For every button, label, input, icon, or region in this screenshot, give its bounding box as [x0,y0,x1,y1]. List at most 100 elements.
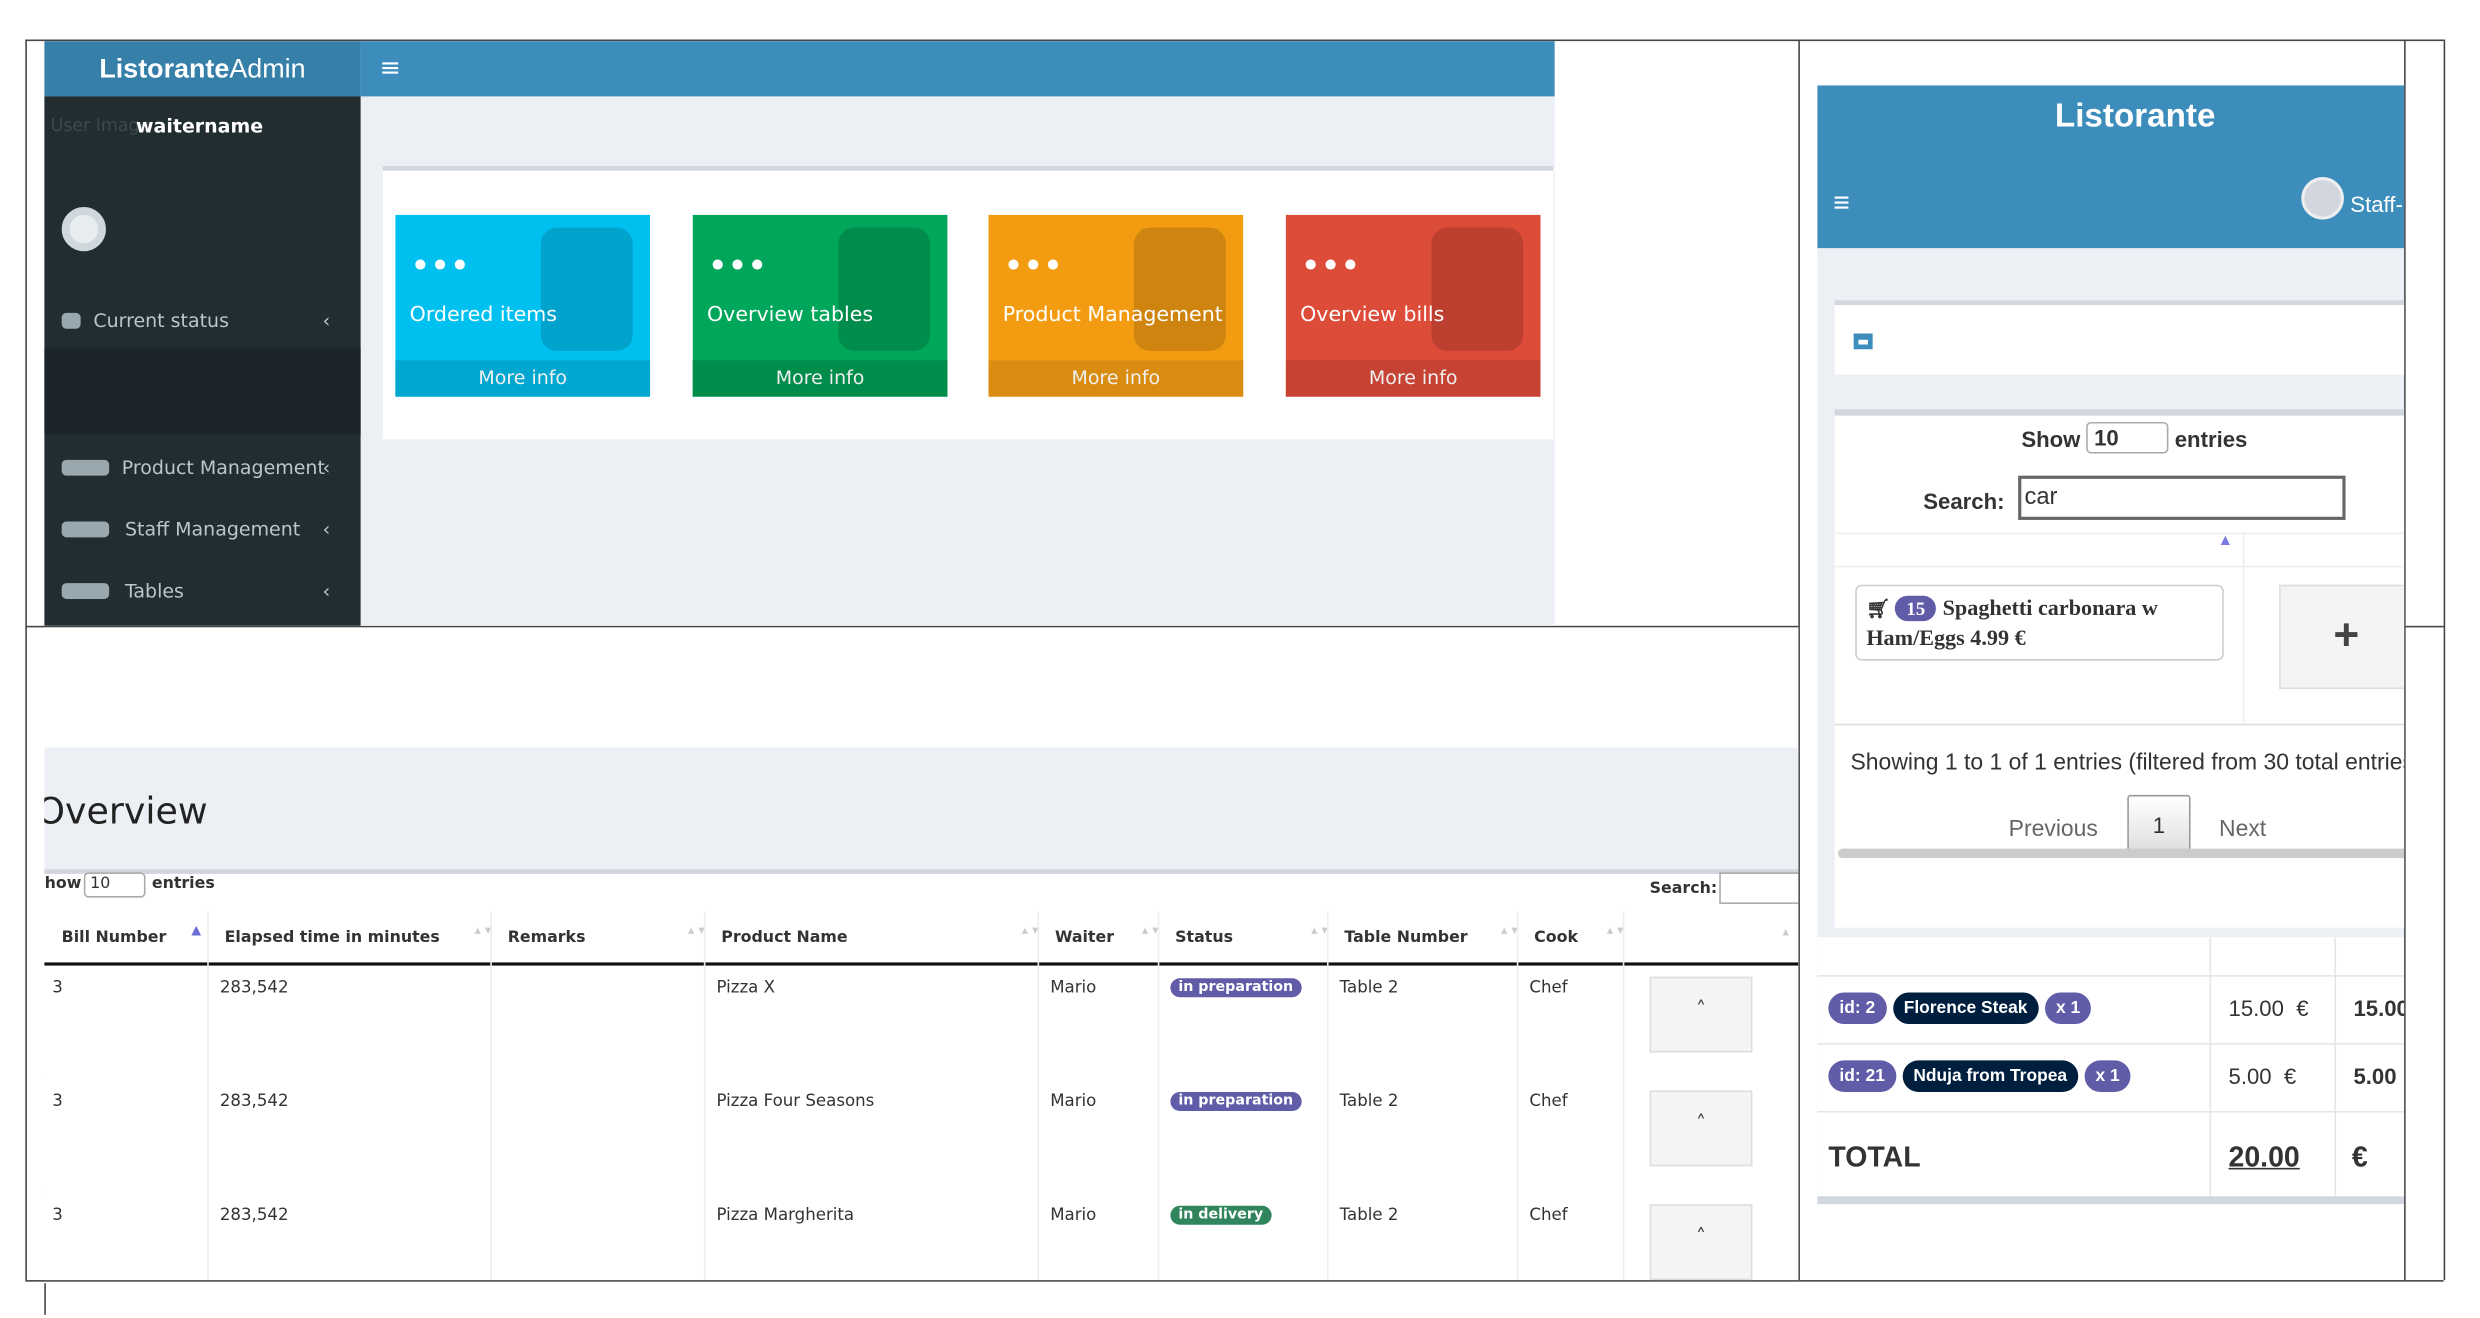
brand-light: Admin [229,53,306,84]
length-show: Show [44,875,82,893]
sitemap-icon [1853,333,1873,350]
cell: Pizza Four Seasons [716,1092,875,1111]
pill: id: 21 [1828,1060,1896,1093]
sort-icon: ▲ [191,922,202,938]
tile-dots: ••• [411,249,471,283]
add-button[interactable]: + [2279,584,2405,690]
sort-icon: ▴ ▾ [1141,922,1159,938]
bill-table: id: 2 Florence Steak x 1 15.00 €15.00 id: 21… [1817,937,2405,1197]
column-divider [2334,937,2337,1197]
item-total: 5.00 [2353,1063,2397,1089]
tile-dots: ••• [1301,249,1362,283]
column-divider [703,911,706,1281]
tile-dots: ••• [708,249,768,283]
length-show: Show [2021,426,2081,452]
cell: 283,542 [219,1205,289,1225]
cell: Chef [1529,1092,1568,1111]
sort-icon: ▴ [1782,924,1789,939]
pager-previous[interactable]: Previous [2008,817,2098,843]
product-text: Spaghetti carbonara w Ham/Eggs 4.99 € [1866,597,2158,652]
table-footer-line [1834,723,2405,726]
search-input[interactable]: car [2018,475,2346,520]
product-card[interactable]: 🛒︎ 15 Spaghetti carbonara w Ham/Eggs 4.99 … [1855,584,2224,661]
column-header[interactable]: Elapsed time in minutes [224,929,440,947]
cell: 3 [52,1092,63,1111]
tile[interactable]: ••• Product Management More info [988,214,1244,397]
tile-icon [1431,227,1524,351]
menu-item[interactable]: Tables ‹ [44,574,360,609]
tile[interactable]: ••• Ordered items More info [395,214,651,397]
tile-footer: More info [692,360,948,397]
move-button[interactable]: ˄ [1649,976,1753,1053]
column-divider [207,911,209,1281]
tile-dots: ••• [1004,249,1064,283]
frame-line [1798,39,1800,1281]
column-header[interactable]: Status [1175,929,1234,947]
column-header[interactable]: Table Number [1344,929,1468,947]
menu-icon [61,583,110,599]
move-button[interactable]: ˄ [1649,1090,1753,1167]
sort-icon: ▲ [2217,532,2234,550]
cell: Table 2 [1339,1092,1399,1111]
column-header[interactable]: Remarks [507,929,586,947]
length-select[interactable]: 10 [2086,421,2169,454]
column-header[interactable]: Waiter [1054,929,1115,947]
menu-toggle[interactable]: ≡ [1833,186,1850,219]
mobile-panel: Listorante ≡ Staff- Show 10 entries Search: car… [1817,85,2405,1205]
brand-bold: Listorante [99,53,230,84]
tile[interactable]: ••• Overview tables More info [692,214,948,397]
menu-icon [61,459,110,476]
frame-line [2404,625,2444,628]
tile-footer: More info [1285,360,1541,397]
user-name[interactable]: Staff- [2350,191,2403,217]
length-select[interactable]: 10 [83,872,146,898]
cell: Mario [1050,1092,1097,1111]
frame-line [25,1280,2444,1282]
menu-chevron: ‹ [322,518,331,541]
sort-icon: ▴ ▾ [474,922,492,938]
tile-footer: More info [988,360,1244,397]
pill: Nduja from Tropea [1902,1060,2079,1093]
mobile-title: Listorante [2054,97,2216,135]
tile[interactable]: ••• Overview bills More info [1285,214,1541,397]
sort-icon: ▴ ▾ [1021,922,1039,938]
menu-toggle[interactable]: ≡ [379,52,401,83]
tile-icon [838,227,930,351]
username: waitername [136,115,264,138]
frame-line [25,625,1799,628]
content-header [44,747,1799,870]
pager-next[interactable]: Next [2219,817,2267,843]
pager-page[interactable]: 1 [2127,794,2191,855]
search-input[interactable] [1719,872,1799,904]
column-divider [490,911,492,1281]
menu-chevron: ‹ [322,309,331,332]
item-total: 15.00 [2353,995,2405,1021]
column-header[interactable]: Cook [1534,929,1579,947]
tile-footer: More info [395,360,651,397]
logo: ListoranteAdmin [44,41,361,97]
length-entries: entries [2174,426,2248,452]
status-badge: in preparation [1170,1092,1302,1111]
tile-title: Overview bills [1300,303,1445,328]
cell: Table 2 [1339,978,1399,998]
item-price: 5.00 € [2228,1063,2297,1089]
column-header[interactable]: Bill Number [61,929,167,947]
frame-line [2443,39,2446,1281]
cell: Pizza X [716,978,776,998]
menu-item[interactable]: Product Management ‹ [44,450,360,485]
admin-panel: ListoranteAdmin ≡ User Image waitername Curr… [44,41,1555,626]
menu-item[interactable]: Current status ‹ [44,303,360,338]
column-header[interactable]: Product Name [721,929,848,947]
row-divider [1817,1110,2405,1113]
count-badge: 15 [1895,595,1937,622]
status-badge: in delivery [1170,1205,1272,1225]
pill: id: 2 [1828,992,1887,1025]
total-value: 20.00 [2228,1141,2300,1173]
search-label: Search: [1923,488,2005,514]
column-divider [1516,911,1519,1281]
move-button[interactable]: ˄ [1649,1204,1753,1281]
cell: 283,542 [219,1092,289,1111]
menu-item[interactable]: Staff Management ‹ [44,512,360,547]
box-border [44,869,1799,874]
